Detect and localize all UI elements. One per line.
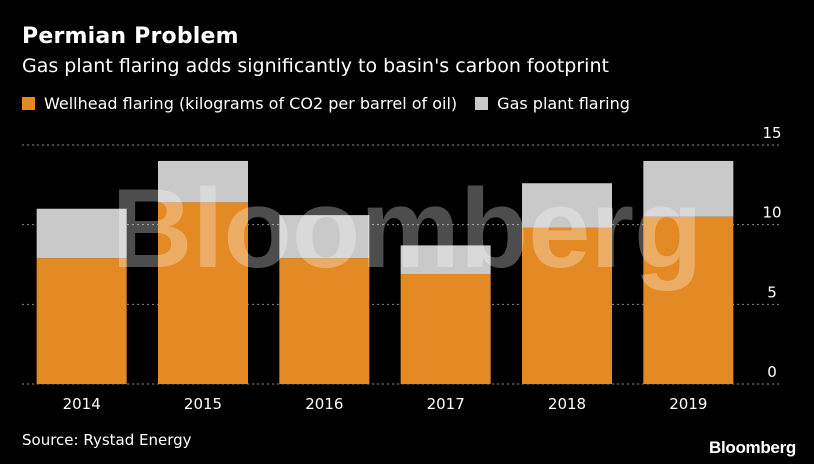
x-tick-label: 2015	[184, 395, 222, 413]
bar-wellhead-2017	[400, 274, 491, 384]
bar-wellhead-2016	[279, 258, 370, 384]
x-tick-label: 2017	[427, 395, 465, 413]
bar-gas-plant-2015	[158, 160, 248, 203]
bar-gas-plant-2014	[36, 208, 127, 259]
legend-label-gas-plant: Gas plant flaring	[497, 94, 630, 113]
legend-swatch-wellhead	[22, 97, 35, 110]
bar-wellhead-2018	[522, 227, 612, 384]
legend-label-wellhead: Wellhead flaring (kilograms of CO2 per b…	[44, 94, 458, 113]
bar-gas-plant-2018	[522, 183, 612, 228]
y-tick-label: 5	[767, 283, 777, 301]
bar-gas-plant-2019	[643, 160, 734, 217]
chart-title: Permian Problem	[22, 24, 239, 49]
chart-subtitle: Gas plant flaring adds significantly to …	[22, 55, 609, 77]
x-tick-label: 2019	[669, 395, 707, 413]
x-tick-label: 2016	[305, 395, 343, 413]
bar-wellhead-2014	[36, 258, 127, 384]
legend-swatch-gas-plant	[475, 97, 489, 110]
bar-layer	[36, 160, 734, 384]
bloomberg-logo: Bloomberg	[708, 438, 796, 457]
legend-item-gas-plant: Gas plant flaring	[475, 94, 630, 113]
watermark-logo: Bloomberg	[111, 166, 702, 291]
x-tick-label: 2014	[63, 395, 101, 413]
source-note: Source: Rystad Energy	[22, 431, 192, 449]
y-tick-label: 0	[767, 363, 777, 381]
bar-wellhead-2019	[643, 216, 734, 384]
y-tick-label: 10	[762, 204, 781, 222]
bar-wellhead-2015	[158, 202, 248, 384]
bar-gas-plant-2017	[400, 245, 491, 275]
bar-gas-plant-2016	[279, 215, 370, 259]
label-layer: 0 5 10 15 2014 2015 2016 2017 2018 2019	[63, 124, 782, 413]
legend-item-wellhead: Wellhead flaring (kilograms of CO2 per b…	[22, 94, 457, 113]
x-tick-label: 2018	[548, 395, 586, 413]
y-tick-label: 15	[762, 124, 781, 142]
legend: Wellhead flaring (kilograms of CO2 per b…	[22, 94, 648, 113]
